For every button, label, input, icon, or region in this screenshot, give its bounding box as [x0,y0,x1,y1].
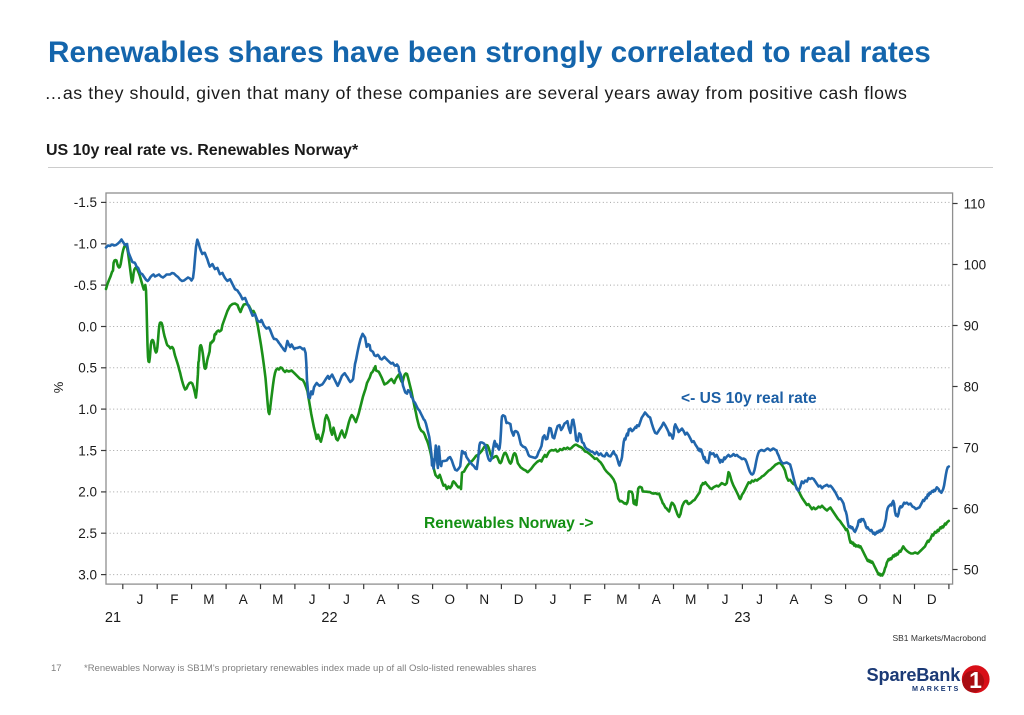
svg-text:A: A [239,592,248,607]
svg-text:-0.5: -0.5 [74,278,97,293]
svg-text:SB1 Markets/Macrobond: SB1 Markets/Macrobond [892,633,986,643]
svg-text:S: S [411,592,420,607]
svg-text:N: N [892,592,902,607]
svg-text:D: D [514,592,524,607]
svg-text:70: 70 [964,440,979,455]
svg-text:23: 23 [734,610,750,626]
svg-text:J: J [722,592,729,607]
svg-text:M: M [616,592,627,607]
svg-text:2.5: 2.5 [78,526,97,541]
svg-text:110: 110 [964,196,986,211]
svg-text:3.0: 3.0 [78,567,97,582]
svg-text:0.5: 0.5 [78,361,97,376]
svg-text:Renewables Norway ->: Renewables Norway -> [424,515,593,532]
svg-text:0.0: 0.0 [78,319,97,334]
svg-text:F: F [170,592,178,607]
svg-text:60: 60 [964,501,979,516]
svg-text:M: M [685,592,696,607]
svg-text:22: 22 [321,610,337,626]
svg-text:F: F [583,592,591,607]
svg-text:O: O [445,592,456,607]
svg-text:1.5: 1.5 [78,443,97,458]
svg-text:1.0: 1.0 [78,402,97,417]
svg-text:100: 100 [964,257,987,272]
svg-text:1: 1 [969,667,982,693]
svg-text:S: S [824,592,833,607]
svg-text:J: J [756,592,763,607]
svg-text:2.0: 2.0 [78,485,97,500]
svg-text:J: J [550,592,557,607]
svg-text:J: J [137,592,144,607]
svg-text:A: A [652,592,661,607]
svg-text:<- US 10y real rate: <- US 10y real rate [681,390,817,407]
svg-text:O: O [858,592,869,607]
svg-text:J: J [343,592,350,607]
svg-text:-1.0: -1.0 [74,237,97,252]
svg-text:A: A [376,592,385,607]
svg-text:M: M [272,592,283,607]
svg-text:D: D [927,592,937,607]
svg-text:21: 21 [105,610,121,626]
svg-text:M: M [203,592,214,607]
svg-text:A: A [789,592,798,607]
svg-text:50: 50 [964,562,979,577]
svg-text:N: N [479,592,489,607]
svg-text:J: J [309,592,316,607]
svg-text:-1.5: -1.5 [74,195,97,210]
svg-text:80: 80 [964,379,979,394]
svg-text:%: % [51,381,66,393]
svg-text:90: 90 [964,318,979,333]
